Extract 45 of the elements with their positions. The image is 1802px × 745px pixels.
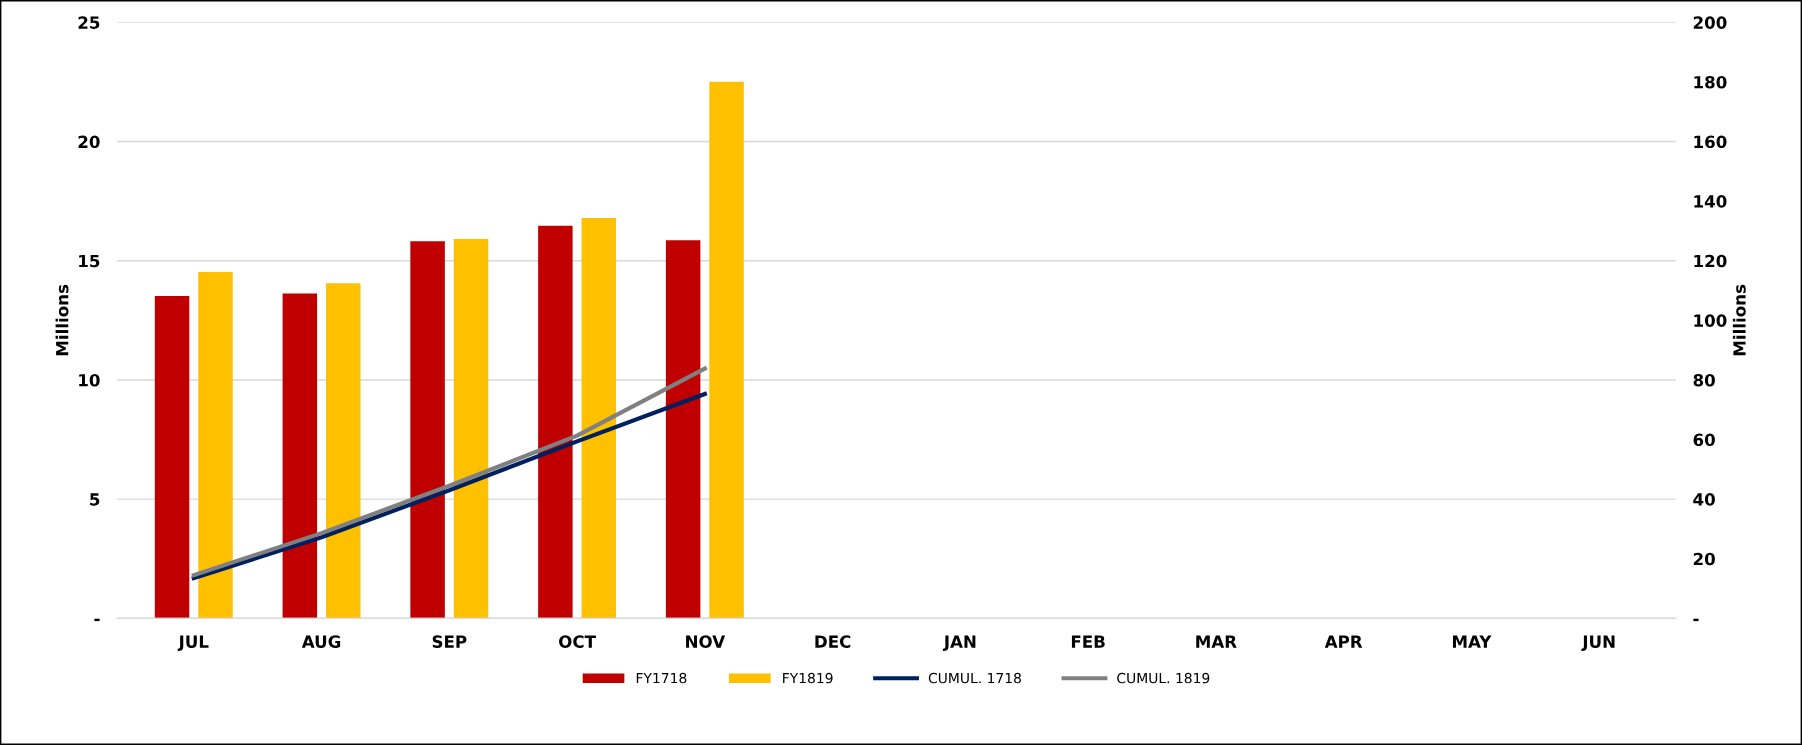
y2-tick-label: 140 [1694,195,1727,208]
bar [410,241,445,619]
y2-tick-label: 200 [1693,16,1727,29]
x-tick-label: DEC [815,635,851,648]
y2-tick-label: - [1693,618,1699,622]
bar [453,239,489,619]
legend-label: CUMUL. 1819 [1117,672,1210,684]
x-tick-label: OCT [559,635,596,648]
x-tick-label: MAR [1196,635,1237,648]
x-tick-label: JUN [1581,635,1615,652]
y-tick-label: - [94,618,100,622]
x-tick-label: APR [1324,635,1363,648]
y2-tick-label: 20 [1693,552,1715,566]
y-tick-label: 25 [78,16,100,29]
bar [198,271,233,619]
y-tick-label: 15 [79,254,100,268]
y2-tick-label: 60 [1693,433,1715,447]
x-tick-label: JAN [942,635,976,652]
y2-tick-label: 180 [1694,75,1727,89]
y-axis-title: Millions [55,284,69,356]
x-tick-label: FEB [1071,635,1105,648]
bar [538,225,573,619]
x-tick-label: AUG [301,635,341,648]
y-tick-label: 5 [90,493,100,506]
bar [581,218,617,619]
y-tick-label: 20 [78,135,100,149]
y2-tick-label: 120 [1694,254,1727,268]
bar [282,293,318,619]
legend-label: FY1718 [636,672,687,684]
bar [709,81,744,619]
y2-tick-label: 100 [1694,314,1727,327]
y2-tick-label: 160 [1694,135,1727,149]
bar [154,296,190,619]
legend-label: CUMUL. 1718 [928,672,1021,684]
y2-tick-label: 40 [1693,493,1715,506]
legend-label: FY1819 [783,672,833,684]
bar [665,240,701,619]
x-tick-label: SEP [432,635,467,648]
bar [326,283,361,619]
x-tick-label: JUL [177,635,209,652]
x-tick-label: MAY [1452,635,1492,648]
x-tick-label: NOV [686,635,726,648]
y-tick-label: 10 [79,373,100,387]
y2-tick-label: 80 [1693,373,1715,387]
y2-axis-title: Millions [1732,284,1746,356]
